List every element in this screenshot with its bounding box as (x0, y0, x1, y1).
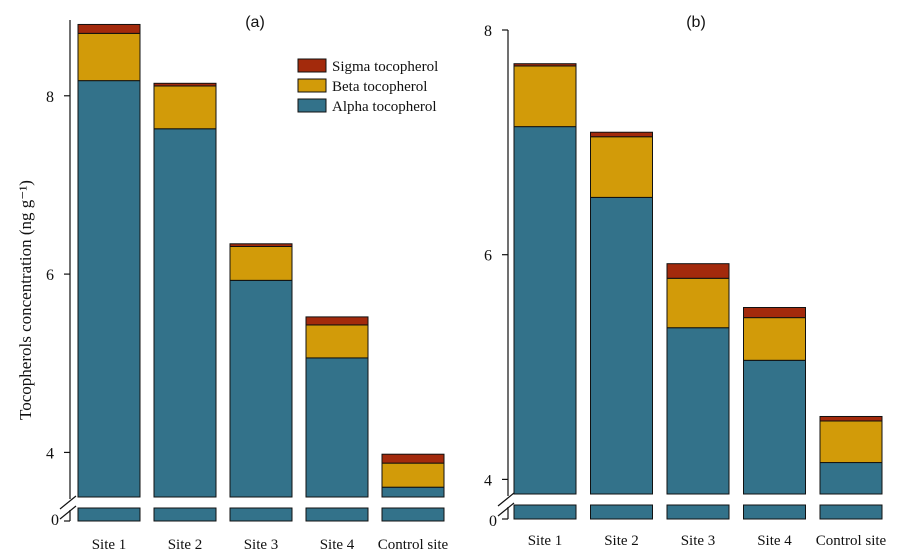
bar-stack (819, 415, 883, 520)
y-tick-label: 8 (46, 89, 54, 106)
bar-alpha-tocopherol (819, 462, 883, 495)
panel-b-category-labels: Site 1 Site 2 Site 3 Site 4 Control site (528, 533, 887, 549)
panel-b-y-axis: 0 4 6 8 (484, 23, 515, 530)
bar-sigma-tocopherol (819, 415, 883, 422)
axis-break-mark (59, 505, 77, 520)
axis-break-mark (59, 495, 77, 510)
bar-sigma-tocopherol (305, 316, 369, 326)
bar-stack (590, 131, 653, 520)
bar-beta-tocopherol (305, 324, 369, 359)
bar-lower-stub (381, 507, 445, 522)
bar-stack (77, 23, 141, 522)
panel-b-bars (513, 63, 883, 520)
bar-alpha-tocopherol (77, 80, 141, 498)
legend-label: Sigma tocopherol (332, 59, 438, 75)
bar-stack (513, 63, 577, 520)
bar-beta-tocopherol (381, 462, 445, 488)
panel-a: (a) 0 4 6 8 Site 1 Site 2 Site 3 Site 4 Control… (46, 14, 449, 551)
bar-alpha-tocopherol (229, 279, 293, 498)
bar-lower-stub (229, 507, 293, 522)
bar-stack (229, 243, 293, 522)
y-tick-label: 8 (484, 23, 492, 40)
bar-sigma-tocopherol (666, 263, 730, 279)
category-label: Site 1 (92, 537, 127, 551)
legend-label: Beta tocopherol (332, 79, 427, 95)
y-tick-label-0: 0 (489, 513, 497, 530)
panel-a-y-axis: 0 4 6 8 (46, 20, 77, 529)
bar-alpha-tocopherol (305, 357, 369, 498)
bar-lower-stub (590, 504, 653, 520)
bar-lower-stub (666, 504, 730, 520)
bar-lower-stub (743, 504, 806, 520)
bar-sigma-tocopherol (77, 23, 141, 34)
bar-beta-tocopherol (229, 245, 293, 281)
bar-stack (305, 316, 369, 522)
category-label: Site 4 (320, 537, 355, 551)
legend-swatch (297, 78, 327, 93)
category-label: Site 2 (604, 533, 639, 549)
bar-stack (743, 307, 806, 520)
legend-swatch (297, 98, 327, 113)
category-label: Site 3 (244, 537, 279, 551)
bar-lower-stub (819, 504, 883, 520)
bar-beta-tocopherol (77, 32, 141, 82)
y-tick-label-0: 0 (51, 512, 59, 529)
y-tick-label: 4 (46, 445, 54, 462)
bar-beta-tocopherol (666, 277, 730, 329)
panel-b-title: (b) (686, 14, 706, 31)
bar-alpha-tocopherol (666, 327, 730, 495)
bar-beta-tocopherol (743, 317, 806, 361)
axis-break-mark (497, 502, 515, 517)
legend-label: Alpha tocopherol (332, 99, 437, 115)
legend: Sigma tocopherol Beta tocopherol Alpha toc… (297, 58, 438, 115)
legend-swatch (297, 58, 327, 73)
panel-a-category-labels: Site 1 Site 2 Site 3 Site 4 Control site (92, 537, 449, 551)
bar-stack (153, 82, 217, 522)
bar-sigma-tocopherol (743, 307, 806, 319)
axis-break-mark (497, 492, 515, 507)
category-label: Site 3 (681, 533, 716, 549)
category-label: Control site (816, 533, 887, 549)
bar-sigma-tocopherol (153, 82, 217, 87)
bar-lower-stub (513, 504, 577, 520)
bar-alpha-tocopherol (513, 126, 577, 495)
bar-stack (381, 453, 445, 522)
bar-stack (666, 263, 730, 520)
bar-beta-tocopherol (819, 420, 883, 464)
bar-sigma-tocopherol (229, 243, 293, 247)
category-label: Site 4 (757, 533, 792, 549)
panel-a-bars (77, 23, 445, 522)
bar-beta-tocopherol (590, 136, 653, 198)
bar-alpha-tocopherol (590, 196, 653, 495)
y-tick-label: 6 (46, 267, 54, 284)
bar-beta-tocopherol (513, 65, 577, 128)
panel-b: (b) 0 4 6 8 Site 1 Site 2 Site 3 Site 4 Control… (484, 14, 887, 549)
bar-lower-stub (153, 507, 217, 522)
bar-sigma-tocopherol (590, 131, 653, 138)
bar-alpha-tocopherol (743, 359, 806, 495)
y-tick-label: 4 (484, 472, 492, 489)
bar-beta-tocopherol (153, 85, 217, 130)
category-label: Control site (378, 537, 449, 551)
panel-a-title: (a) (245, 14, 265, 31)
bar-alpha-tocopherol (153, 128, 217, 498)
bar-sigma-tocopherol (381, 453, 445, 464)
category-label: Site 2 (168, 537, 203, 551)
y-axis-label: Tocopherols concentration (ng g⁻¹) (16, 180, 35, 420)
bar-alpha-tocopherol (381, 486, 445, 498)
bar-sigma-tocopherol (513, 63, 577, 67)
y-tick-label: 6 (484, 248, 492, 265)
bar-lower-stub (77, 507, 141, 522)
category-label: Site 1 (528, 533, 563, 549)
bar-lower-stub (305, 507, 369, 522)
